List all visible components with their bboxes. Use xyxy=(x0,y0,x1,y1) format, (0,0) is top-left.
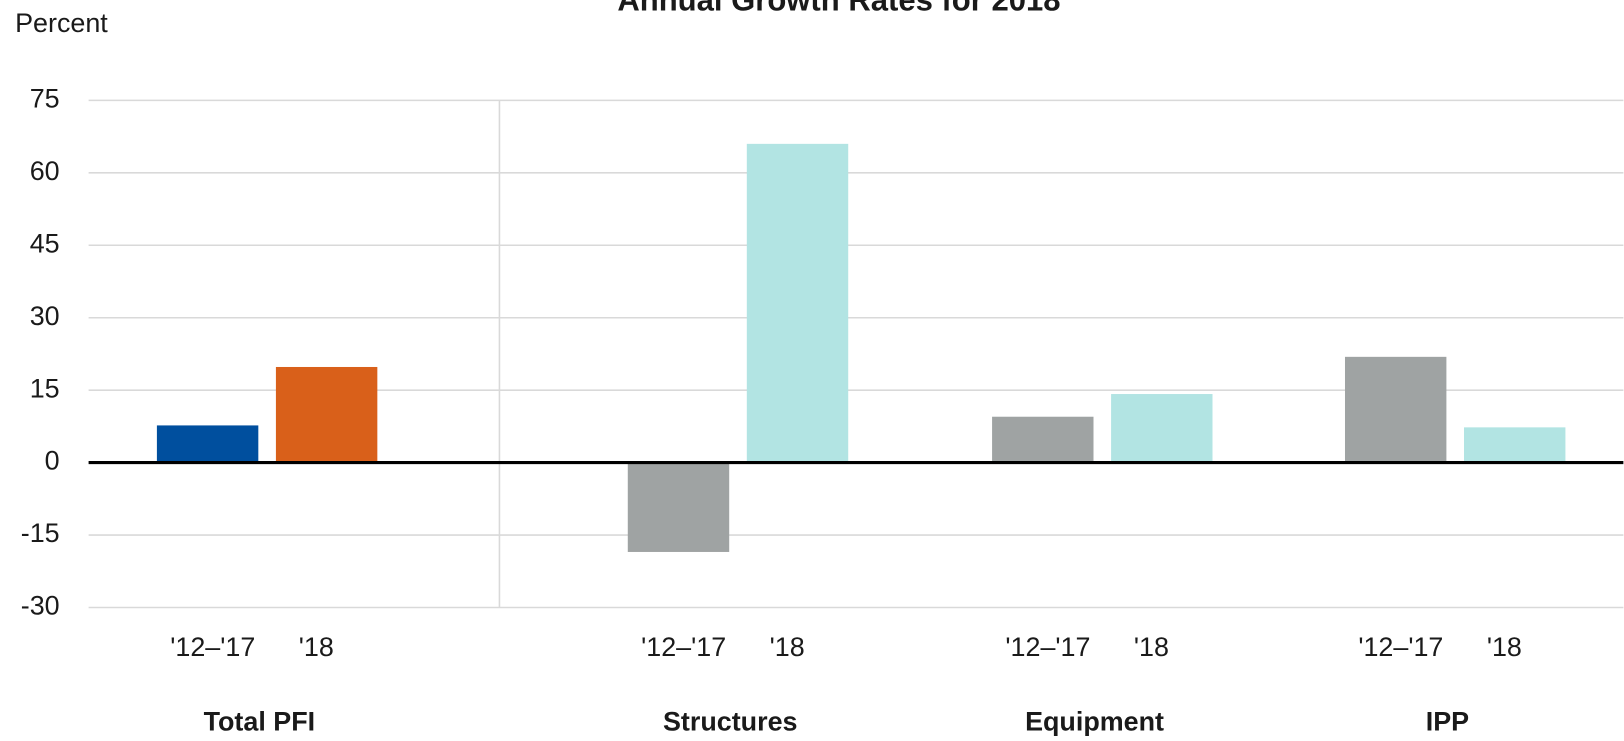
y-tick-label: -30 xyxy=(21,591,60,621)
y-axis-label: Percent xyxy=(15,8,108,38)
bar xyxy=(746,143,849,463)
x-tick-label: '18 xyxy=(299,632,334,662)
group-label: IPP xyxy=(1426,707,1469,737)
bar xyxy=(627,462,730,552)
bar xyxy=(992,416,1094,463)
x-tick-label: '12–'17 xyxy=(1005,632,1090,662)
bar xyxy=(275,366,378,463)
x-tick-label: '18 xyxy=(1134,632,1169,662)
group-label: Total PFI xyxy=(204,707,316,737)
y-tick-label: 30 xyxy=(30,301,60,331)
y-tick-label: 0 xyxy=(45,446,60,476)
y-tick-label: -15 xyxy=(21,518,60,548)
bar xyxy=(1344,356,1447,463)
bar xyxy=(1111,394,1213,463)
chart-title: Annual Growth Rates for 2018 xyxy=(617,0,1060,17)
y-tick-label: 75 xyxy=(30,83,60,113)
y-tick-label: 15 xyxy=(30,373,60,403)
group-label: Equipment xyxy=(1025,707,1164,737)
x-tick-label: '18 xyxy=(770,632,805,662)
group-label: Structures xyxy=(663,707,798,737)
y-tick-label: 60 xyxy=(30,156,60,186)
x-tick-label: '12–'17 xyxy=(1358,632,1443,662)
x-tick-label: '12–'17 xyxy=(170,632,255,662)
bar xyxy=(1463,427,1566,463)
x-tick-label: '12–'17 xyxy=(641,632,726,662)
y-tick-label: 45 xyxy=(30,228,60,258)
x-tick-label: '18 xyxy=(1487,632,1522,662)
bar xyxy=(156,425,259,463)
